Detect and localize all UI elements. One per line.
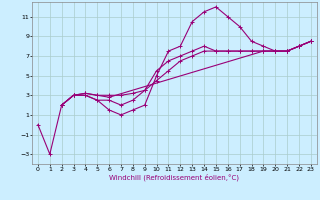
X-axis label: Windchill (Refroidissement éolien,°C): Windchill (Refroidissement éolien,°C)	[109, 173, 239, 181]
